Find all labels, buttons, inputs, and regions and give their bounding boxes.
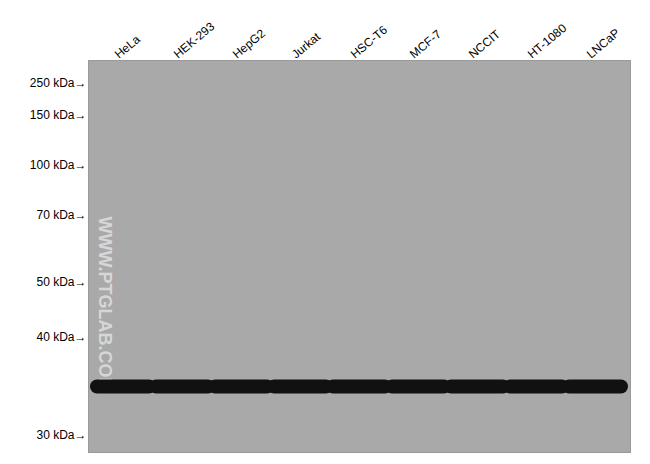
- svg-text:WWW.PTGLAB.COM: WWW.PTGLAB.COM: [95, 217, 115, 393]
- svg-text:250 kDa→: 250 kDa→: [30, 76, 87, 90]
- svg-text:30 kDa→: 30 kDa→: [36, 428, 86, 442]
- svg-text:100 kDa→: 100 kDa→: [30, 158, 87, 172]
- svg-text:40 kDa→: 40 kDa→: [36, 330, 86, 344]
- svg-text:NCCIT: NCCIT: [466, 27, 504, 62]
- svg-text:50 kDa→: 50 kDa→: [36, 275, 86, 289]
- svg-text:HepG2: HepG2: [230, 26, 268, 61]
- svg-text:HSC-T6: HSC-T6: [348, 23, 390, 62]
- svg-text:150 kDa→: 150 kDa→: [30, 108, 87, 122]
- svg-text:70 kDa→: 70 kDa→: [36, 208, 86, 222]
- svg-text:HEK-293: HEK-293: [171, 19, 218, 61]
- svg-text:HeLa: HeLa: [112, 32, 143, 61]
- svg-text:HT-1080: HT-1080: [525, 21, 570, 62]
- svg-text:Jurkat: Jurkat: [289, 29, 324, 61]
- svg-text:LNCaP: LNCaP: [584, 26, 623, 62]
- svg-text:MCF-7: MCF-7: [407, 27, 444, 62]
